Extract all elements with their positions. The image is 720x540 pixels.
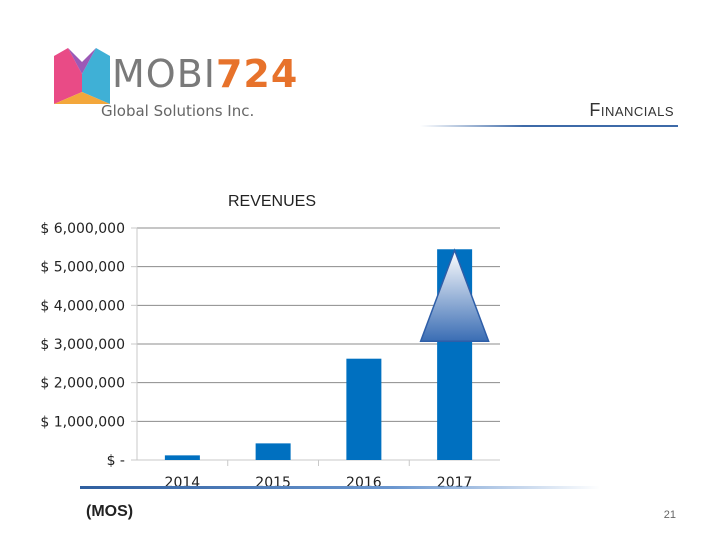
section-title: Financials — [589, 100, 674, 120]
y-tick-label: $ - — [107, 453, 125, 469]
bar-2014 — [164, 455, 200, 460]
y-tick-label: $ 5,000,000 — [40, 260, 125, 276]
footer-label: (MOS) — [86, 503, 134, 520]
page-number: 21 — [663, 509, 676, 521]
logo-subtitle: Global Solutions Inc. — [101, 102, 255, 120]
y-tick-label: $ 6,000,000 — [40, 221, 125, 237]
bar-2016 — [346, 358, 382, 460]
growth-arrow-icon — [419, 248, 490, 343]
y-tick-label: $ 1,000,000 — [40, 414, 125, 430]
header-divider — [420, 125, 678, 127]
logo-wordmark: MOBI724 — [112, 52, 299, 96]
y-tick-label: $ 3,000,000 — [40, 337, 125, 353]
footer-divider — [80, 486, 600, 489]
logo-mark-icon — [54, 48, 110, 104]
chart-title: REVENUES — [228, 193, 316, 210]
revenue-chart: REVENUES $ - $ 1,000,000 $ 2,000,000 $ 3,000… — [40, 193, 500, 491]
y-tick-label: $ 4,000,000 — [40, 298, 125, 314]
company-logo: MOBI724 Global Solutions Inc. — [50, 44, 297, 124]
y-tick-label: $ 2,000,000 — [40, 376, 125, 392]
bar-2015 — [255, 443, 291, 460]
